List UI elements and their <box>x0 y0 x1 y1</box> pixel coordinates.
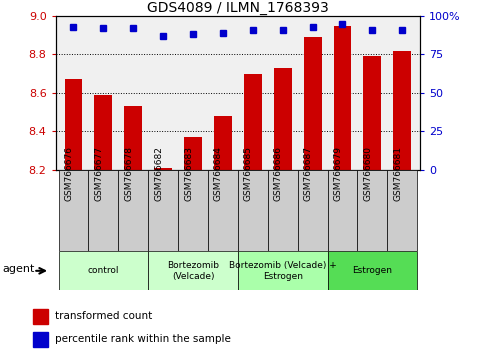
Bar <box>65 79 83 170</box>
Bar <box>154 168 172 170</box>
Bar <box>148 251 238 290</box>
Text: control: control <box>87 266 119 275</box>
Title: GDS4089 / ILMN_1768393: GDS4089 / ILMN_1768393 <box>147 1 329 15</box>
Bar <box>387 170 417 251</box>
Text: GSM766682: GSM766682 <box>154 147 163 201</box>
Bar <box>118 170 148 251</box>
Bar <box>33 309 48 324</box>
Text: percentile rank within the sample: percentile rank within the sample <box>55 335 230 344</box>
Bar <box>88 170 118 251</box>
Bar <box>244 74 262 170</box>
Bar <box>214 116 232 170</box>
Bar <box>33 332 48 347</box>
Text: GSM766684: GSM766684 <box>214 147 223 201</box>
Text: GSM766685: GSM766685 <box>244 147 253 201</box>
Bar <box>304 37 322 170</box>
Text: GSM766679: GSM766679 <box>333 147 342 201</box>
Bar <box>298 170 327 251</box>
Text: GSM766680: GSM766680 <box>363 147 372 201</box>
Bar <box>148 170 178 251</box>
Bar <box>124 107 142 170</box>
Text: agent: agent <box>3 264 35 274</box>
Bar <box>178 170 208 251</box>
Text: GSM766676: GSM766676 <box>64 147 73 201</box>
Bar <box>208 170 238 251</box>
Text: GSM766686: GSM766686 <box>274 147 283 201</box>
Bar <box>274 68 292 170</box>
Bar <box>327 251 417 290</box>
Bar <box>94 95 113 170</box>
Bar <box>363 56 382 170</box>
Text: GSM766687: GSM766687 <box>304 147 313 201</box>
Text: GSM766678: GSM766678 <box>124 147 133 201</box>
Text: Estrogen: Estrogen <box>353 266 392 275</box>
Bar <box>58 170 88 251</box>
Text: Bortezomib
(Velcade): Bortezomib (Velcade) <box>167 261 219 280</box>
Bar <box>334 25 352 170</box>
Text: GSM766677: GSM766677 <box>94 147 103 201</box>
Text: transformed count: transformed count <box>55 312 152 321</box>
Text: GSM766683: GSM766683 <box>184 147 193 201</box>
Bar <box>327 170 357 251</box>
Text: GSM766681: GSM766681 <box>393 147 402 201</box>
Text: Bortezomib (Velcade) +
Estrogen: Bortezomib (Velcade) + Estrogen <box>229 261 337 280</box>
Bar <box>184 137 202 170</box>
Bar <box>238 170 268 251</box>
Bar <box>238 251 327 290</box>
Bar <box>357 170 387 251</box>
Bar <box>268 170 298 251</box>
Bar <box>393 51 411 170</box>
Bar <box>58 251 148 290</box>
